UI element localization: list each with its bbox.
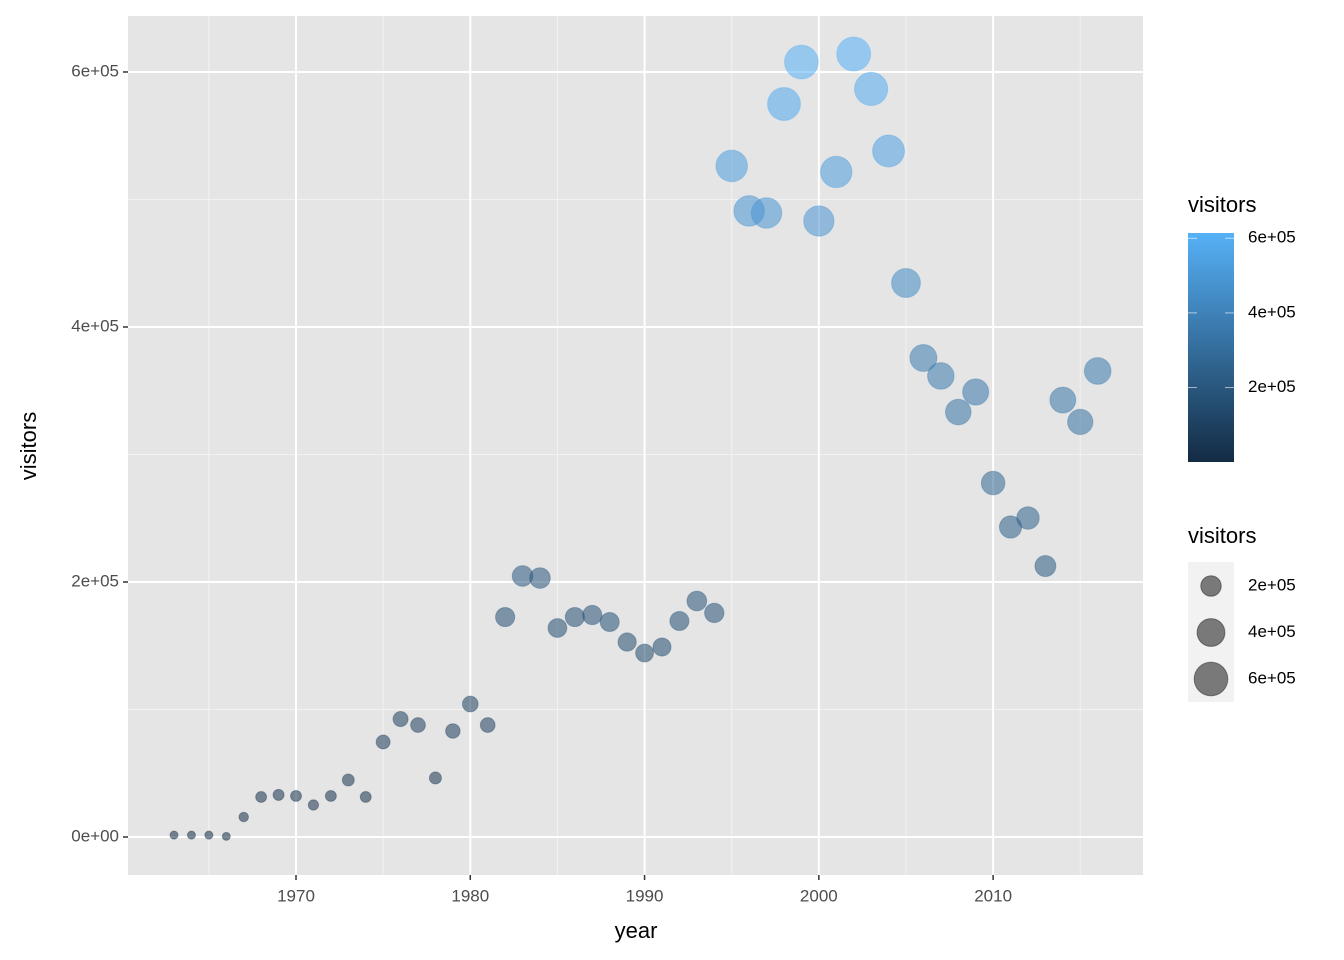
point (1067, 408, 1094, 436)
point (428, 771, 442, 785)
x-tick-label: 1980 (451, 886, 489, 905)
point (704, 602, 725, 624)
point (1083, 357, 1112, 385)
point (635, 643, 655, 663)
x-tick-label: 2000 (800, 886, 838, 905)
point (1049, 386, 1077, 414)
point (715, 149, 749, 183)
point (836, 36, 872, 72)
legend-label: 6e+05 (1248, 668, 1296, 687)
legend-label: 2e+05 (1248, 575, 1296, 594)
point (803, 205, 835, 237)
x-tick-label: 1970 (277, 886, 315, 905)
legend-key (1196, 618, 1226, 647)
point (307, 799, 320, 811)
color-legend-title: visitors (1188, 192, 1256, 217)
point (186, 830, 196, 840)
y-tick-label: 6e+05 (71, 61, 119, 80)
point (686, 590, 708, 612)
point (375, 734, 391, 750)
point (853, 71, 889, 107)
point (820, 155, 853, 189)
point (891, 268, 921, 298)
point (767, 86, 801, 121)
point (669, 610, 690, 632)
point (547, 618, 568, 638)
point (169, 830, 179, 840)
point (783, 44, 819, 80)
point (962, 378, 990, 406)
point (872, 134, 906, 168)
point (479, 717, 496, 733)
point (290, 789, 302, 802)
point (461, 695, 479, 713)
point (204, 830, 214, 840)
point (1034, 555, 1057, 578)
y-tick-label: 2e+05 (71, 571, 119, 590)
x-axis-title: year (615, 918, 658, 943)
legend-key (1200, 575, 1222, 597)
x-tick-label: 1990 (626, 886, 664, 905)
point (750, 197, 783, 229)
point (980, 470, 1006, 496)
point (909, 343, 938, 372)
point (652, 637, 672, 657)
point (445, 723, 461, 739)
panel (128, 16, 1143, 875)
legend-label: 2e+05 (1248, 377, 1296, 396)
point (255, 791, 268, 803)
point (582, 604, 603, 626)
legend-key (1193, 661, 1229, 697)
legend-label: 4e+05 (1248, 622, 1296, 641)
point (341, 773, 355, 787)
point (1016, 506, 1040, 530)
size-legend-title: visitors (1188, 523, 1256, 548)
x-tick-label: 2010 (974, 886, 1012, 905)
point (324, 789, 337, 802)
point (272, 788, 285, 801)
y-axis-title: visitors (16, 412, 41, 480)
legend-label: 4e+05 (1248, 302, 1296, 321)
color-bar (1188, 233, 1234, 462)
point (238, 811, 249, 823)
legend-label: 6e+05 (1248, 228, 1296, 247)
point (529, 567, 551, 589)
point (495, 606, 516, 628)
point (599, 612, 620, 633)
point (410, 717, 426, 733)
point (944, 398, 972, 426)
y-tick-label: 0e+00 (71, 826, 119, 845)
point (221, 831, 231, 841)
y-tick-label: 4e+05 (71, 316, 119, 335)
point (617, 632, 637, 652)
point (564, 606, 585, 628)
point (927, 362, 955, 390)
point (359, 791, 372, 803)
point (392, 711, 409, 728)
